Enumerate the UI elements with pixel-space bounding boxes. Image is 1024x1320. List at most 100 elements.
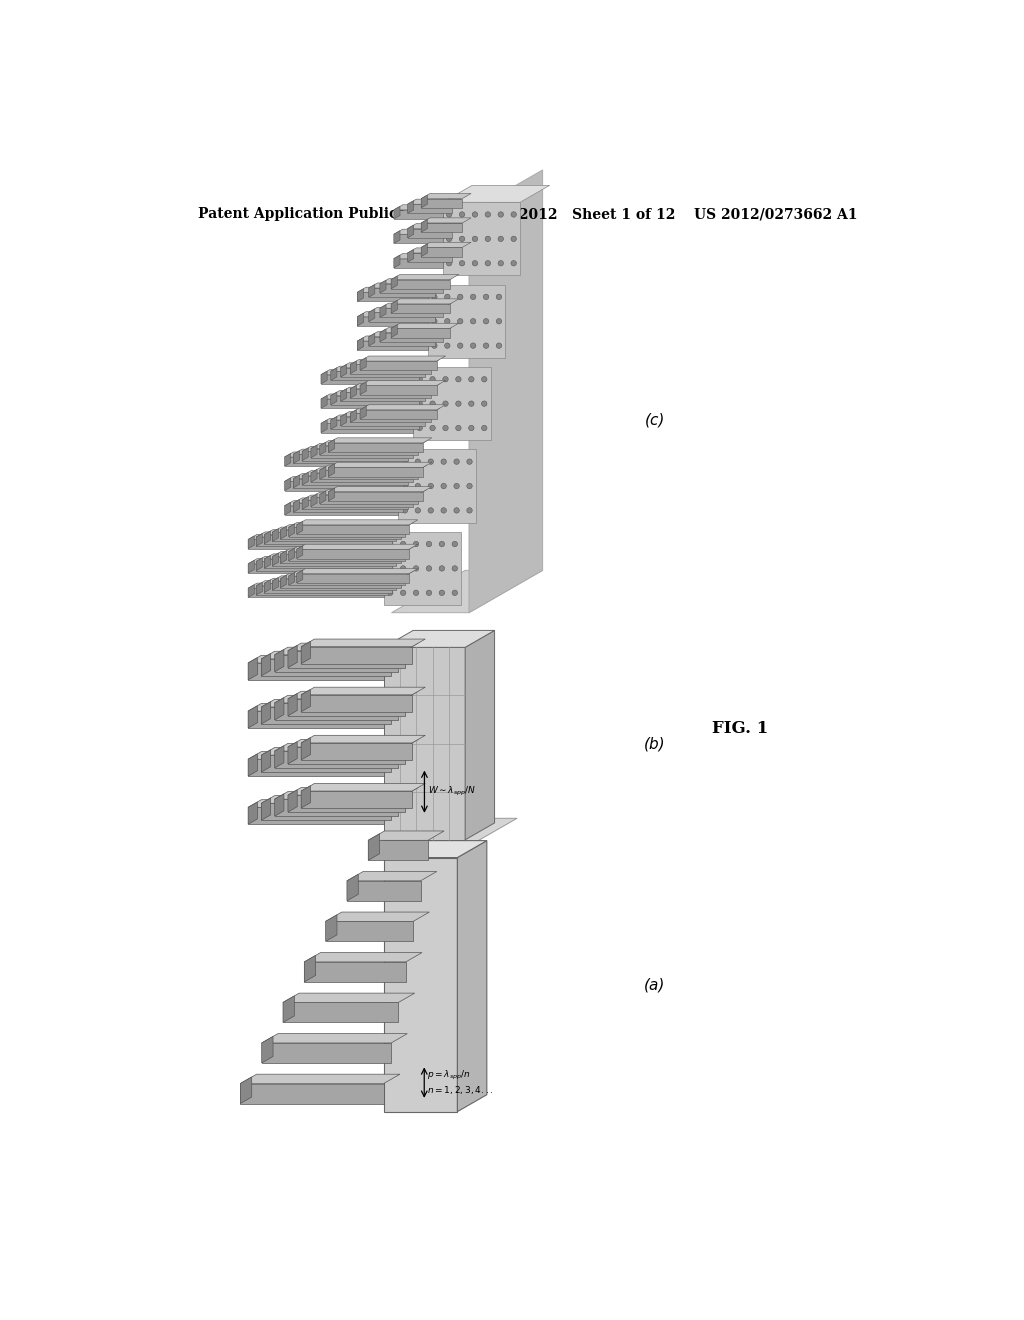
Polygon shape — [341, 413, 347, 426]
Circle shape — [446, 211, 452, 218]
Polygon shape — [369, 308, 444, 313]
Polygon shape — [274, 647, 412, 655]
Polygon shape — [391, 298, 459, 304]
Polygon shape — [285, 502, 291, 515]
Polygon shape — [264, 579, 270, 593]
Circle shape — [442, 401, 449, 407]
Polygon shape — [288, 692, 418, 698]
Circle shape — [497, 318, 502, 323]
Circle shape — [430, 425, 435, 430]
Polygon shape — [261, 750, 270, 772]
Polygon shape — [341, 363, 434, 368]
Polygon shape — [394, 231, 400, 243]
Polygon shape — [319, 470, 418, 479]
Circle shape — [400, 541, 406, 546]
Circle shape — [439, 541, 444, 546]
Polygon shape — [256, 533, 262, 546]
Polygon shape — [311, 498, 414, 507]
Circle shape — [472, 211, 477, 218]
Polygon shape — [347, 874, 358, 900]
Polygon shape — [262, 1034, 408, 1043]
Polygon shape — [281, 549, 410, 554]
Polygon shape — [274, 704, 398, 719]
Polygon shape — [288, 693, 297, 715]
Polygon shape — [248, 800, 397, 808]
Polygon shape — [329, 440, 335, 453]
Circle shape — [470, 343, 476, 348]
Polygon shape — [301, 694, 412, 711]
Circle shape — [511, 236, 516, 242]
Polygon shape — [341, 388, 347, 401]
Circle shape — [444, 294, 450, 300]
Polygon shape — [256, 582, 262, 595]
Polygon shape — [248, 754, 257, 776]
Polygon shape — [408, 223, 461, 228]
Circle shape — [485, 211, 490, 218]
Polygon shape — [261, 651, 404, 659]
Text: US 2012/0273662 A1: US 2012/0273662 A1 — [693, 207, 857, 222]
Polygon shape — [302, 471, 417, 475]
Polygon shape — [341, 392, 425, 401]
Circle shape — [441, 459, 446, 465]
Polygon shape — [394, 255, 400, 268]
Polygon shape — [297, 549, 409, 558]
Circle shape — [414, 566, 419, 572]
Polygon shape — [350, 360, 356, 374]
Circle shape — [432, 294, 437, 300]
Polygon shape — [261, 702, 270, 723]
Polygon shape — [272, 576, 406, 581]
Polygon shape — [261, 653, 270, 676]
Polygon shape — [261, 796, 404, 804]
Circle shape — [481, 425, 487, 430]
Polygon shape — [414, 367, 490, 441]
Polygon shape — [241, 1084, 384, 1104]
Polygon shape — [274, 696, 412, 704]
Polygon shape — [248, 759, 384, 776]
Polygon shape — [319, 441, 427, 446]
Polygon shape — [421, 194, 471, 198]
Circle shape — [452, 541, 458, 546]
Polygon shape — [256, 558, 262, 570]
Circle shape — [446, 236, 452, 242]
Polygon shape — [380, 305, 386, 317]
Circle shape — [458, 318, 463, 323]
Polygon shape — [288, 788, 418, 795]
Polygon shape — [272, 528, 279, 541]
Polygon shape — [350, 384, 439, 389]
Polygon shape — [288, 795, 404, 812]
Polygon shape — [421, 243, 471, 247]
Polygon shape — [319, 495, 418, 504]
Polygon shape — [341, 412, 434, 417]
Circle shape — [444, 343, 450, 348]
Polygon shape — [261, 700, 404, 708]
Polygon shape — [293, 475, 299, 488]
Circle shape — [469, 401, 474, 407]
Polygon shape — [428, 285, 506, 358]
Circle shape — [458, 343, 463, 348]
Polygon shape — [297, 574, 409, 583]
Polygon shape — [319, 446, 418, 455]
Circle shape — [387, 590, 393, 595]
Polygon shape — [391, 301, 397, 313]
Polygon shape — [380, 284, 442, 293]
Polygon shape — [274, 792, 412, 799]
Text: FIG. 1: FIG. 1 — [712, 719, 768, 737]
Polygon shape — [256, 581, 396, 586]
Polygon shape — [301, 738, 310, 760]
Circle shape — [481, 401, 487, 407]
Polygon shape — [256, 556, 396, 561]
Circle shape — [400, 590, 406, 595]
Polygon shape — [408, 228, 453, 238]
Polygon shape — [311, 470, 317, 482]
Polygon shape — [331, 417, 337, 429]
Polygon shape — [288, 742, 297, 764]
Polygon shape — [329, 462, 432, 467]
Circle shape — [387, 566, 393, 572]
Polygon shape — [311, 449, 414, 458]
Polygon shape — [394, 230, 452, 234]
Circle shape — [472, 236, 477, 242]
Circle shape — [467, 483, 472, 488]
Polygon shape — [301, 642, 310, 664]
Polygon shape — [357, 312, 437, 317]
Polygon shape — [319, 442, 326, 455]
